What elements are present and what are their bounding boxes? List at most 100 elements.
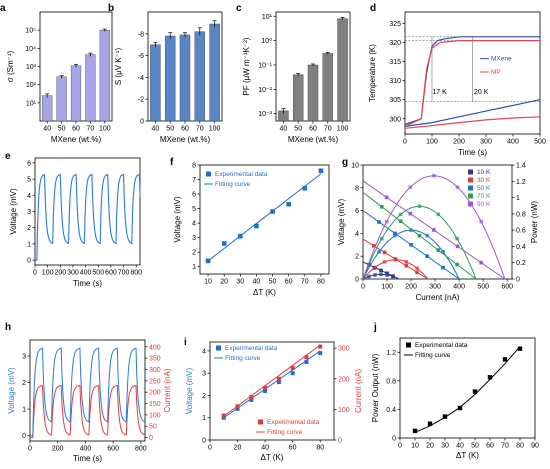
x-tick-label: 70	[301, 279, 309, 286]
y-tick-label: 6	[355, 208, 359, 215]
power-point	[398, 212, 403, 217]
x-tick-label: 500	[92, 270, 104, 277]
y-tick-label: 8	[355, 185, 359, 192]
y2-tick-label: 50	[149, 424, 157, 431]
y-tick-label: 0.8	[386, 378, 396, 385]
legend-label: Fitting curve	[215, 181, 251, 188]
power-point	[385, 273, 389, 277]
panel-label-d: d	[370, 3, 376, 14]
data-point	[472, 389, 478, 394]
x-tick-label: 60	[289, 445, 297, 452]
series-line	[404, 40, 540, 127]
y-tick-label: 10⁰	[261, 37, 272, 45]
y-tick-label: 2	[22, 380, 26, 387]
x-tick-label: 80	[316, 445, 324, 452]
x-tick-label: 500	[477, 284, 489, 291]
x-tick-label: 0	[28, 446, 32, 453]
y2-tick-label: 100	[338, 407, 350, 414]
plot-frame	[399, 337, 536, 439]
ylabel-d: Temperature (K)	[368, 44, 377, 102]
x-tick-label: 60	[285, 279, 293, 286]
y-tick-label: 315	[389, 59, 401, 66]
voltage-point	[436, 248, 441, 252]
y2label-h: Current (nA)	[163, 368, 172, 412]
data-point	[221, 241, 227, 246]
x-tick-label: 300	[67, 270, 79, 277]
y2-tick-label: 100	[149, 412, 161, 419]
y-tick-label: 0	[27, 258, 31, 265]
x-tick-label: 20	[426, 443, 434, 450]
current-point	[290, 366, 295, 371]
y-tick-label: 325	[389, 21, 401, 28]
bar	[322, 53, 334, 122]
y-tick-label: 1	[27, 241, 31, 248]
x-tick-label: 0	[33, 270, 37, 277]
y-tick-label: 2	[202, 393, 206, 400]
data-point	[412, 428, 418, 434]
panel-label-g: g	[342, 157, 348, 168]
y-tick-label: 1.2	[386, 350, 396, 357]
power-curve	[362, 205, 477, 280]
y2-tick-label: 400	[149, 344, 161, 351]
y-tick-label: 10⁵	[25, 28, 36, 35]
bar	[179, 34, 191, 122]
voltage-point	[455, 244, 460, 249]
legend-marker	[468, 201, 473, 207]
y-tick-label: 8	[192, 163, 196, 170]
series-line	[404, 99, 541, 127]
power-point	[367, 274, 371, 279]
legend-label: 70 K	[477, 193, 491, 200]
y-tick-label: 0	[140, 119, 144, 126]
y2-tick-label: 0.6	[516, 228, 526, 235]
x-tick-label: 0	[398, 443, 402, 450]
y-tick-label: 4	[355, 231, 359, 238]
x-tick-label: 200	[52, 446, 64, 453]
y-tick-label: -2	[138, 97, 144, 104]
power-point	[417, 204, 422, 209]
panel-label-i: i	[184, 337, 187, 348]
y-tick-label: -4	[138, 75, 144, 82]
x-tick-label: 600	[501, 284, 513, 291]
legend-marker	[468, 177, 473, 183]
voltage-line	[35, 173, 141, 261]
category-label: 60	[181, 126, 189, 133]
y-tick-label: 6	[27, 160, 31, 167]
bar	[85, 54, 96, 122]
x-tick-label: 300	[429, 284, 441, 291]
legend-label: MXene	[491, 56, 512, 63]
power-point	[373, 273, 377, 277]
power-point	[393, 257, 398, 262]
y-tick-label: 10⁻³	[258, 111, 272, 118]
x-tick-label: 40	[261, 445, 269, 452]
power-point	[432, 173, 436, 178]
y-tick-label: 7	[192, 177, 196, 184]
xlabel-c: MXene (wt.%)	[288, 135, 339, 144]
y-tick-label: 0	[22, 433, 26, 440]
voltage-point	[380, 205, 384, 209]
data-point	[442, 414, 448, 419]
y-tick-label: 10¹	[26, 100, 37, 107]
legend-label: MP	[491, 69, 501, 76]
category-label: 70	[87, 126, 95, 133]
y2-tick-label: 0	[149, 435, 153, 442]
legend-marker	[468, 185, 473, 191]
y2label-i: Current (nA)	[354, 369, 363, 413]
legend-marker	[406, 342, 411, 348]
power-point	[455, 185, 460, 189]
ylabel-c: PF (μW m⁻¹K⁻²)	[242, 37, 251, 95]
y2-tick-label: 300	[149, 367, 161, 374]
y2-tick-label: 200	[338, 376, 350, 383]
category-label: 50	[294, 126, 302, 133]
y-tick-label: -6	[138, 53, 144, 60]
y-tick-label: 10³	[26, 64, 37, 71]
plot-frame	[209, 341, 335, 441]
legend-label: 10 K	[477, 169, 491, 176]
power-point	[409, 228, 413, 232]
y-tick-label: 3	[192, 235, 196, 242]
legend-label: Experimental data	[267, 419, 320, 426]
voltage-point	[384, 195, 389, 200]
xlabel-b: MXene (wt.%)	[160, 135, 211, 144]
voltage-point	[417, 233, 422, 238]
xlabel-d: Time (s)	[458, 148, 487, 157]
x-tick-label: 10	[411, 443, 419, 450]
